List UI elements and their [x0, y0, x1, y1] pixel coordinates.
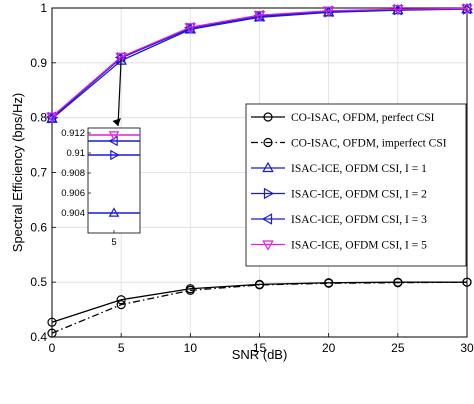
- legend-item: ISAC-ICE, OFDM CSI, I = 5: [251, 240, 427, 252]
- data-point: [116, 300, 126, 310]
- x-tick-label: 5: [118, 341, 125, 355]
- legend-item: ISAC-ICE, OFDM CSI, I = 3: [251, 213, 427, 226]
- series-line: [51, 281, 468, 334]
- legend-label: ISAC-ICE, OFDM CSI, I = 3: [291, 214, 427, 226]
- inset-y-tick-label: 0.906: [61, 188, 85, 199]
- inset-frame: [87, 127, 141, 234]
- y-tick-label: 0.4: [30, 330, 47, 344]
- x-tick-label: 0: [49, 341, 56, 355]
- zoom-arrow: [112, 58, 122, 127]
- inset-y-tick-label: 0.908: [61, 168, 85, 179]
- data-point: [47, 317, 57, 327]
- zoom-arrow-head: [112, 118, 121, 126]
- legend-marker: [263, 137, 273, 148]
- data-point: [392, 4, 404, 16]
- legend-marker: [262, 240, 274, 251]
- data-point: [460, 2, 472, 15]
- x-tick-label: 10: [184, 341, 198, 355]
- y-tick-label: 0.9: [30, 56, 47, 70]
- data-point: [253, 11, 266, 22]
- series-6: [46, 4, 473, 123]
- data-point: [185, 285, 195, 295]
- legend-item: CO-ISAC, OFDM, perfect CSI: [251, 112, 435, 124]
- data-point: [393, 278, 403, 288]
- legend-marker: [262, 161, 274, 173]
- data-point: [324, 278, 334, 288]
- inset-point: [108, 131, 120, 141]
- y-axis-label: Spectral Efficiency (bps/Hz): [10, 93, 25, 252]
- inset-y-tick-label: 0.912: [61, 128, 85, 139]
- legend-item: ISAC-ICE, OFDM CSI, I = 1: [251, 161, 427, 175]
- series-line: [51, 7, 468, 118]
- series-layer: [45, 2, 474, 338]
- data-point: [46, 112, 58, 123]
- series-2: [47, 277, 472, 338]
- x-tick-label: 30: [460, 341, 474, 355]
- legend-item: ISAC-ICE, OFDM CSI, I = 2: [251, 187, 427, 201]
- axis-ticks: 0 5 10 15 20 25 300.40.50.60.70.80.91: [30, 1, 474, 355]
- legend-label: CO-ISAC, OFDM, imperfect CSI: [291, 138, 447, 150]
- inset-x-tick-label: 5: [111, 237, 116, 248]
- data-point: [184, 23, 197, 34]
- data-point: [461, 4, 473, 15]
- legend-label: ISAC-ICE, OFDM CSI, I = 2: [291, 189, 427, 201]
- legend-box: [245, 103, 467, 267]
- legend: CO-ISAC, OFDM, perfect CSI CO-ISAC, OFDM,…: [245, 103, 467, 267]
- x-tick-label: 25: [391, 341, 405, 355]
- data-point: [254, 280, 265, 290]
- inset-zoom: 0.912 0.91 0.908 0.906 0.904 5: [61, 127, 141, 248]
- zoom-arrow-line: [117, 58, 122, 127]
- y-tick-label: 0.6: [30, 220, 47, 234]
- x-tick-label: 15: [253, 341, 267, 355]
- data-point: [322, 6, 335, 17]
- y-tick-label: 0.8: [30, 111, 47, 125]
- x-axis-label: SNR (dB): [232, 347, 288, 362]
- data-point: [116, 295, 126, 305]
- y-tick-label: 1: [40, 1, 47, 15]
- legend-marker: [263, 187, 275, 200]
- data-point: [47, 328, 57, 338]
- inset-y-tick-label: 0.904: [61, 208, 85, 219]
- inset-point: [110, 149, 120, 161]
- data-point: [115, 52, 127, 64]
- legend-marker: [263, 112, 273, 122]
- legend-label: CO-ISAC, OFDM, perfect CSI: [291, 112, 435, 124]
- inset-point: [108, 207, 120, 217]
- y-tick-label: 0.5: [30, 275, 47, 289]
- data-point: [462, 277, 472, 287]
- legend-label: ISAC-ICE, OFDM CSI, I = 5: [291, 240, 427, 252]
- legend-item: CO-ISAC, OFDM, imperfect CSI: [251, 138, 447, 150]
- legend-label: ISAC-ICE, OFDM CSI, I = 1: [291, 163, 427, 175]
- y-tick-label: 0.7: [30, 166, 47, 180]
- x-tick-label: 20: [322, 341, 336, 355]
- legend-marker: [261, 213, 273, 225]
- inset-y-tick-label: 0.91: [67, 148, 86, 159]
